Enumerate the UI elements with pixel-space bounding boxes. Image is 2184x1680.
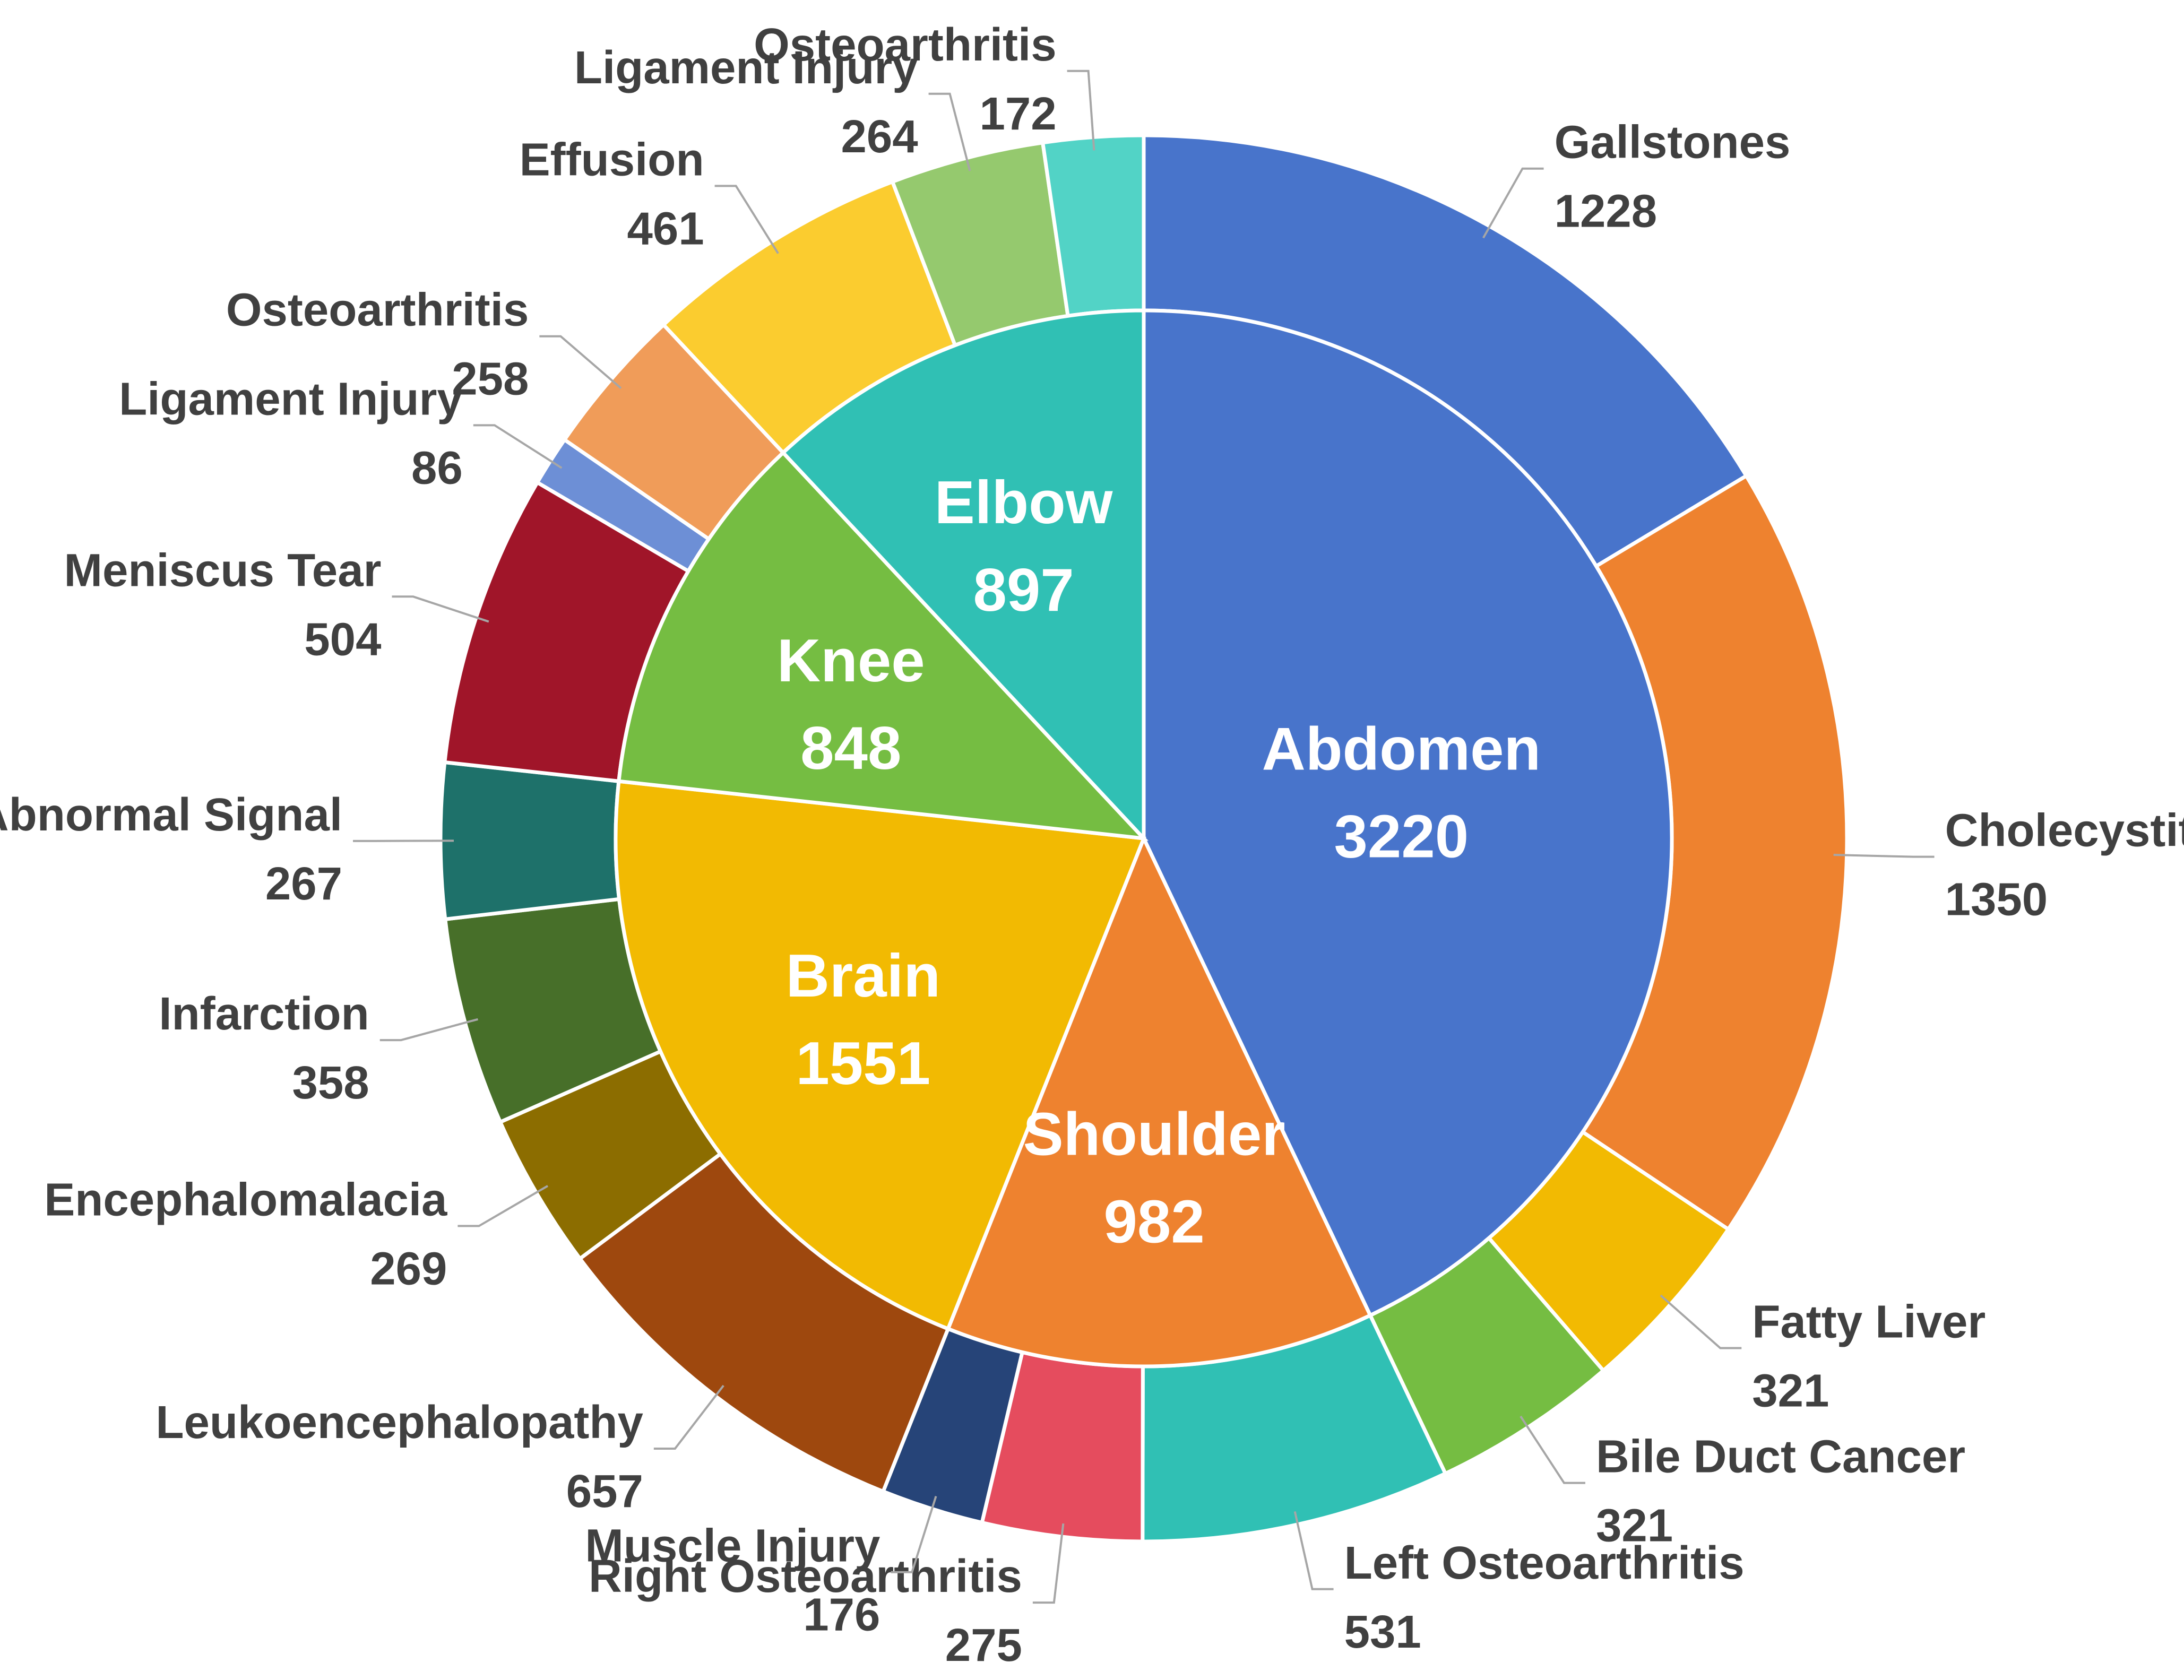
outer-value-cholecystitis-1: 1350 [1945,874,2048,925]
outer-value-osteoarthritis-16: 172 [979,88,1056,140]
outer-label-effusion-14: Effusion [520,134,704,185]
outer-value-effusion-14: 461 [627,203,704,254]
outer-value-bile-duct-cancer-3: 321 [1596,1500,1673,1552]
inner-label-elbow: Elbow [935,469,1113,536]
inner-slice-elbow [780,308,1146,843]
leader-line-osteoarthritis-16 [1067,70,1095,151]
leader-line-ligament-injury-15 [928,92,971,171]
leader-line-leukoencephalopathy-7 [653,1384,724,1450]
outer-value-left-osteoarthritis-4: 531 [1344,1606,1421,1658]
inner-value-abdomen: 3220 [1334,803,1469,871]
inner-slice-abdomen [1142,308,1674,1318]
leader-line-right-osteoarthritis-5 [1032,1523,1065,1604]
outer-value-gallstones-0: 1228 [1555,186,1658,237]
outer-label-abnormal-signal-10: Abnormal Signal [0,789,342,841]
leader-line-effusion-14 [714,185,779,254]
inner-value-elbow: 897 [973,557,1074,624]
inner-value-brain: 1551 [796,1030,930,1097]
leader-line-cholecystitis-1 [1833,854,1935,858]
leader-line-osteoarthritis-13 [539,335,622,389]
outer-value-encephalomalacia-8: 269 [370,1243,447,1294]
outer-label-osteoarthritis-13: Osteoarthritis [226,284,529,336]
outer-label-leukoencephalopathy-7: Leukoencephalopathy [156,1397,643,1448]
inner-slice-shoulder [945,834,1373,1369]
leader-line-left-osteoarthritis-4 [1293,1511,1334,1590]
outer-value-meniscus-tear-11: 504 [304,613,381,665]
leader-line-infarction-9 [379,1018,478,1042]
leader-line-fatty-liver-2 [1660,1294,1742,1349]
inner-slice-knee [616,450,1149,841]
outer-label-encephalomalacia-8: Encephalomalacia [44,1174,447,1225]
inner-value-shoulder: 982 [1104,1189,1205,1256]
outer-label-infarction-9: Infarction [159,988,369,1040]
inner-label-brain: Brain [786,942,940,1010]
leader-line-ligament-injury-12 [473,424,563,469]
outer-label-fatty-liver-2: Fatty Liver [1752,1296,1986,1347]
outer-value-infarction-9: 358 [292,1057,369,1109]
outer-label-gallstones-0: Gallstones [1555,117,1791,168]
leader-line-encephalomalacia-8 [457,1185,548,1227]
outer-label-meniscus-tear-11: Meniscus Tear [64,544,381,596]
outer-value-right-osteoarthritis-5: 275 [945,1620,1022,1671]
outer-value-leukoencephalopathy-7: 657 [566,1466,643,1517]
outer-label-left-osteoarthritis-4: Left Osteoarthritis [1344,1537,1745,1589]
outer-label-cholecystitis-1: Cholecystitis [1945,805,2184,856]
outer-value-osteoarthritis-13: 258 [452,353,529,405]
inner-value-knee: 848 [800,715,901,782]
outer-value-ligament-injury-12: 86 [411,442,463,493]
outer-value-ligament-injury-15: 264 [841,111,918,162]
outer-label-ligament-injury-15: Ligament Injury [574,42,918,93]
outer-label-ligament-injury-12: Ligament Injury [119,373,463,425]
outer-label-bile-duct-cancer-3: Bile Duct Cancer [1596,1431,1965,1483]
outer-value-abnormal-signal-10: 267 [265,858,342,910]
outer-value-muscle-injury-6: 176 [803,1589,880,1641]
leader-line-gallstones-0 [1482,167,1544,239]
inner-label-knee: Knee [777,627,925,695]
leader-line-bile-duct-cancer-3 [1520,1415,1585,1484]
inner-label-shoulder: Shoulder [1023,1101,1285,1168]
leader-line-meniscus-tear-11 [392,595,489,623]
inner-slice-brain [614,779,1146,1331]
outer-label-right-osteoarthritis-5: Right Osteoarthritis [589,1551,1022,1602]
inner-label-abdomen: Abdomen [1262,716,1541,783]
leader-line-muscle-injury-6 [891,1496,937,1573]
outer-label-muscle-injury-6: Muscle Injury [585,1520,880,1572]
outer-slice-abnormal-signal-10 [438,760,621,922]
outer-value-fatty-liver-2: 321 [1752,1365,1829,1416]
outer-label-osteoarthritis-16: Osteoarthritis [754,19,1056,71]
